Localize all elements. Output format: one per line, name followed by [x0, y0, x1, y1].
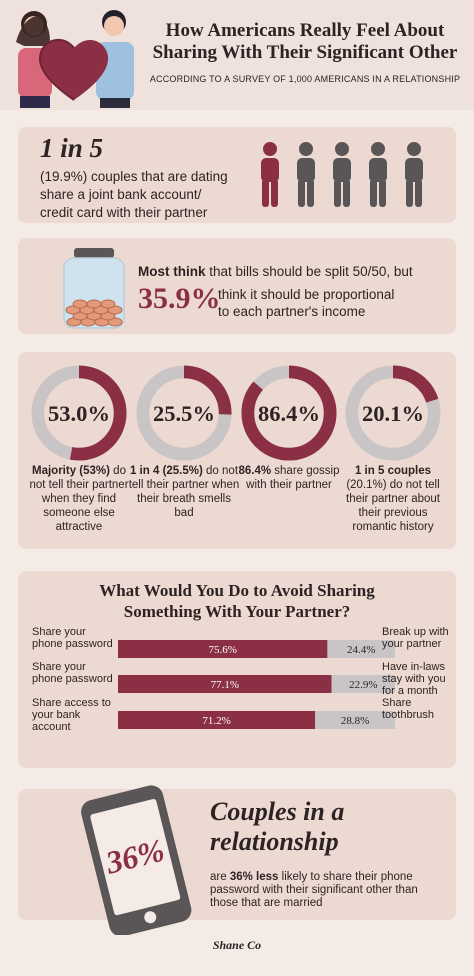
bar-label-right: Break up with your partner [382, 626, 449, 650]
bar-chart-title: What Would You Do to Avoid Sharing Somet… [18, 580, 456, 622]
couples-description: are 36% less likely to share their phone… [210, 871, 446, 910]
donut-description: 86.4% share gossip with their partner [233, 464, 345, 492]
phone-password-card: 36% Couples in a relationship are 36% le… [18, 785, 456, 935]
bar-label-left: Share your phone password [32, 626, 113, 650]
stat-big-number: 1 in 5 [40, 133, 104, 163]
bar-segment-left [118, 711, 316, 729]
donut-description-text: do not tell their partner when they find… [29, 465, 129, 533]
donut-description-text: do not tell their partner when their bre… [128, 465, 240, 519]
donut-value-label: 25.5% [153, 401, 215, 426]
donut-value-label: 20.1% [362, 401, 424, 426]
stat-description: (19.9%) couples that are dating share a … [40, 168, 270, 222]
bills-percent: 35.9% [138, 282, 221, 315]
donut-description-bold: 86.4% [238, 465, 272, 477]
bar-label-right: Share toothbrush [382, 697, 434, 721]
donut-description: 1 in 5 couples (20.1%) do not tell their… [337, 464, 449, 534]
donut-4: 20.1% [345, 365, 441, 461]
person-icons [261, 142, 423, 207]
donut-description: 1 in 4 (25.5%) do not tell their partner… [128, 464, 240, 520]
bar-title-line-1: What Would You Do to Avoid Sharing [99, 581, 375, 600]
stat-line-3: credit card with their partner [40, 205, 208, 220]
bills-line-1: Most think that bills should be split 50… [138, 264, 413, 279]
donut-description: Majority (53%) do not tell their partner… [23, 464, 135, 534]
bar-value-right: 22.9% [349, 679, 377, 691]
bar-title-line-2: Something With Your Partner? [123, 602, 351, 621]
couple-heart-illustration [16, 10, 134, 108]
donut-3: 86.4% [241, 365, 337, 461]
bar-value-left: 77.1% [211, 679, 239, 691]
bills-rest-2: think it should be proportional [218, 287, 395, 302]
bar-segment-right [327, 640, 395, 658]
bar-segment-right [331, 675, 395, 693]
bar-label-right: Have in-laws stay with you for a month [382, 661, 446, 697]
donut-description-bold: 1 in 5 couples [354, 465, 432, 477]
bills-rest-3: to each partner's income [218, 304, 366, 319]
bar-value-left: 71.2% [202, 715, 230, 727]
couples-text-bold: 36% less [229, 871, 279, 883]
person-icon [405, 142, 423, 207]
bar-segment-left [118, 675, 332, 693]
donut-description-bold: 1 in 4 (25.5%) [129, 465, 203, 477]
donut-description-bold: Majority (53%) [32, 465, 110, 477]
page-subtitle: ACCORDING TO A SURVEY OF 1,000 AMERICANS… [149, 74, 461, 84]
bar-segment-left [118, 640, 328, 658]
couples-title: Couples in a relationship [210, 797, 345, 856]
bar-value-left: 75.6% [208, 644, 236, 656]
joint-account-card: 1 in 5 (19.9%) couples that are dating s… [18, 127, 456, 223]
person-icon [333, 142, 351, 207]
donut-1: 53.0% [31, 365, 127, 461]
bills-rest-1: that bills should be split 50/50, but [205, 264, 413, 279]
bar-chart-card: What Would You Do to Avoid Sharing Somet… [18, 571, 456, 768]
bills-bold: Most think [138, 264, 206, 279]
donut-description-text: (20.1%) do not tell their partner about … [346, 479, 440, 533]
stat-line-1: (19.9%) couples that are dating [40, 169, 228, 184]
bar-segment-right [315, 711, 395, 729]
couples-text-pre: are [210, 871, 230, 883]
donut-arc [345, 365, 441, 461]
stacked-bar-chart: 75.6% 24.4% 77.1% 22.9% 71.2% 28.8% [118, 640, 395, 729]
coin-jar-icon [63, 248, 125, 329]
phone-icon: 36% [81, 785, 192, 935]
donut-value-label: 86.4% [258, 401, 320, 426]
bar-value-right: 24.4% [347, 644, 375, 656]
brand-logo: Shane Co [212, 938, 262, 952]
bar-label-left: Share your phone password [32, 661, 113, 685]
page-title: How Americans Really Feel About Sharing … [140, 20, 470, 64]
bills-card: Most think that bills should be split 50… [18, 238, 456, 334]
title-line-1: How Americans Really Feel About [165, 20, 445, 41]
donut-value-label: 53.0% [48, 401, 110, 426]
stat-line-2: share a joint bank account/ [40, 187, 202, 202]
donut-2: 25.5% [136, 365, 232, 461]
bills-rest: think it should be proportional to each … [218, 286, 458, 320]
donut-card: 53.0% Majority (53%) do not tell their pa… [18, 352, 456, 549]
bar-value-right: 28.8% [341, 715, 369, 727]
person-icon [261, 142, 279, 207]
donut-arc [241, 365, 337, 461]
donut-arc [136, 365, 232, 461]
title-line-2: Sharing With Their Significant Other [152, 42, 458, 63]
bar-label-left: Share access to your bank account [32, 697, 111, 733]
person-icon [297, 142, 315, 207]
person-icon [369, 142, 387, 207]
donut-description-text: share gossip with their partner [246, 465, 340, 491]
donut-arc [31, 365, 127, 461]
header: How Americans Really Feel About Sharing … [0, 0, 474, 110]
couples-text-post: likely to share their phone password wit… [210, 871, 418, 909]
